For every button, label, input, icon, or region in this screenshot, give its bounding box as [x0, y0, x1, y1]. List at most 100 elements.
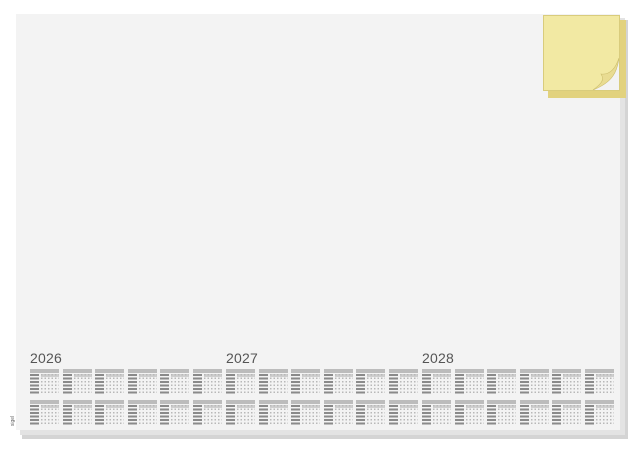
month-header — [127, 400, 157, 404]
mini-month — [584, 400, 614, 427]
month-weekday-column — [454, 374, 464, 395]
month-header — [127, 369, 157, 373]
month-days-grid — [302, 374, 320, 395]
year-label-2026: 2026 — [30, 350, 62, 366]
month-header — [323, 369, 353, 373]
mini-month — [30, 369, 59, 396]
month-weekday-column — [552, 405, 561, 426]
month-header — [487, 369, 516, 373]
month-days-grid — [171, 405, 189, 426]
month-header — [454, 400, 484, 404]
months-2028 — [422, 369, 614, 429]
month-weekday-column — [552, 374, 561, 395]
month-header — [552, 400, 581, 404]
month-header — [62, 400, 92, 404]
month-days-grid — [530, 374, 549, 395]
mini-month — [160, 400, 189, 427]
month-days-grid — [563, 374, 581, 395]
month-days-grid — [334, 374, 353, 395]
month-weekday-column — [388, 405, 398, 426]
month-header — [519, 369, 549, 373]
month-weekday-column — [323, 405, 333, 426]
month-weekday-column — [487, 405, 496, 426]
year-label-2027: 2027 — [226, 350, 258, 366]
month-days-grid — [203, 405, 222, 426]
mini-month — [584, 369, 614, 396]
month-header — [584, 369, 614, 373]
month-weekday-column — [30, 374, 39, 395]
month-weekday-column — [95, 374, 104, 395]
month-header — [487, 400, 516, 404]
month-header — [422, 369, 451, 373]
month-days-grid — [367, 374, 385, 395]
month-weekday-column — [291, 405, 300, 426]
month-header — [356, 369, 385, 373]
month-weekday-column — [160, 374, 169, 395]
month-days-grid — [269, 405, 288, 426]
month-header — [356, 400, 385, 404]
month-weekday-column — [258, 374, 268, 395]
mini-month — [192, 369, 222, 396]
month-days-grid — [203, 374, 222, 395]
mini-month — [487, 369, 516, 396]
month-days-grid — [73, 374, 92, 395]
month-header — [258, 400, 288, 404]
month-weekday-column — [422, 374, 431, 395]
month-days-grid — [498, 374, 516, 395]
mini-month — [422, 400, 451, 427]
month-days-grid — [269, 374, 288, 395]
month-weekday-column — [226, 374, 235, 395]
month-header — [226, 400, 255, 404]
month-header — [192, 400, 222, 404]
month-header — [30, 400, 59, 404]
month-weekday-column — [356, 374, 365, 395]
month-days-grid — [530, 405, 549, 426]
mini-month — [356, 369, 385, 396]
month-days-grid — [106, 374, 124, 395]
month-header — [388, 400, 418, 404]
month-days-grid — [138, 405, 157, 426]
brand-logo: sigel — [10, 415, 17, 427]
month-weekday-column — [454, 405, 464, 426]
month-weekday-column — [323, 374, 333, 395]
mini-month — [62, 369, 92, 396]
month-weekday-column — [356, 405, 365, 426]
month-header — [95, 369, 124, 373]
month-header — [160, 369, 189, 373]
mini-month — [519, 400, 549, 427]
month-weekday-column — [519, 405, 529, 426]
month-days-grid — [73, 405, 92, 426]
month-weekday-column — [30, 405, 39, 426]
month-header — [422, 400, 451, 404]
month-weekday-column — [95, 405, 104, 426]
month-weekday-column — [127, 405, 137, 426]
month-days-grid — [138, 374, 157, 395]
mini-month — [454, 400, 484, 427]
month-days-grid — [465, 374, 484, 395]
mini-month — [487, 400, 516, 427]
mini-month — [127, 369, 157, 396]
month-header — [160, 400, 189, 404]
month-days-grid — [41, 405, 59, 426]
month-days-grid — [498, 405, 516, 426]
page-curl-icon — [592, 58, 619, 90]
month-weekday-column — [584, 374, 594, 395]
mini-month — [552, 400, 581, 427]
mini-month — [62, 400, 92, 427]
months-2026 — [30, 369, 222, 429]
month-header — [291, 400, 320, 404]
month-days-grid — [433, 405, 451, 426]
month-days-grid — [237, 405, 255, 426]
mini-month — [519, 369, 549, 396]
month-header — [258, 369, 288, 373]
mini-month — [388, 400, 418, 427]
mini-month — [291, 369, 320, 396]
month-weekday-column — [226, 405, 235, 426]
month-days-grid — [171, 374, 189, 395]
month-header — [388, 369, 418, 373]
month-weekday-column — [160, 405, 169, 426]
mini-month — [323, 369, 353, 396]
month-header — [291, 369, 320, 373]
year-label-2028: 2028 — [422, 350, 454, 366]
month-days-grid — [433, 374, 451, 395]
